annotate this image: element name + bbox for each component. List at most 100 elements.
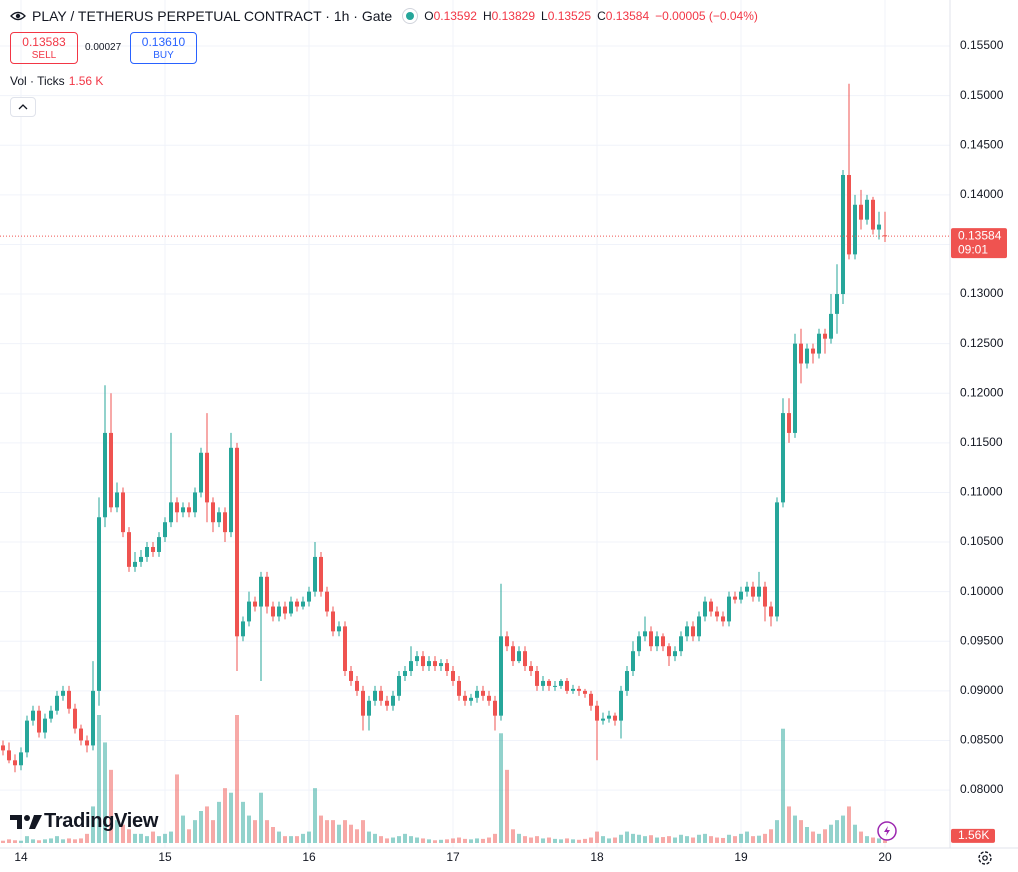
candle-body: [607, 715, 611, 719]
volume-bar: [229, 792, 233, 843]
candle-body: [667, 646, 671, 657]
volume-bar: [835, 820, 839, 843]
volume-bar: [145, 836, 149, 843]
candle-body: [577, 688, 581, 691]
volume-bar: [613, 837, 617, 843]
y-tick-label: 0.09000: [960, 683, 1004, 697]
indicator-legend[interactable]: Vol · Ticks 1.56 K: [10, 74, 103, 88]
volume-bar: [307, 831, 311, 843]
ohlc-value: 0.13525: [547, 9, 592, 23]
candle-body: [631, 651, 635, 672]
candle-body: [337, 626, 341, 632]
candle-body: [535, 671, 539, 686]
candle-body: [481, 690, 485, 696]
candle-body: [499, 636, 503, 716]
volume-bar: [583, 838, 587, 843]
volume-bar: [421, 838, 425, 843]
volume-bar: [655, 837, 659, 843]
branding[interactable]: TradingView: [10, 810, 158, 833]
volume-bar: [553, 838, 557, 843]
candle-body: [469, 697, 473, 701]
ohlc-key: H: [482, 9, 492, 23]
buy-price: 0.13610: [141, 35, 186, 49]
volume-bar: [559, 839, 563, 843]
candle-body: [379, 690, 383, 701]
candle-body: [307, 591, 311, 602]
candle-body: [757, 586, 761, 597]
market-status[interactable]: [402, 8, 419, 24]
candle-body: [859, 204, 863, 220]
x-tick-label: 16: [302, 850, 316, 864]
candle-body: [199, 452, 203, 493]
candle-body: [733, 596, 737, 600]
ohlc-value: 0.13592: [433, 9, 477, 23]
ohlc-key: L: [541, 9, 548, 23]
collapse-button[interactable]: [10, 97, 36, 117]
volume-bar: [283, 836, 287, 843]
candle-body: [103, 432, 107, 518]
x-tick-label: 19: [734, 850, 748, 864]
x-tick-label: 15: [158, 850, 172, 864]
candle-body: [361, 690, 365, 716]
candle-body: [193, 492, 197, 513]
volume-bar: [157, 836, 161, 843]
volume-bar: [169, 831, 173, 843]
y-tick-label: 0.09500: [960, 633, 1004, 647]
candle-body: [181, 507, 185, 513]
candle-body: [145, 547, 149, 557]
volume-bar: [541, 838, 545, 843]
candle-body: [811, 348, 815, 354]
candle-body: [325, 591, 329, 612]
volume-bar: [463, 838, 467, 843]
volume-bar: [265, 820, 269, 843]
candle-body: [109, 432, 113, 508]
volume-bar: [259, 792, 263, 843]
candle-body: [427, 661, 431, 667]
candle-body: [355, 680, 359, 691]
volume-bar: [385, 838, 389, 843]
symbol-title[interactable]: PLAY / TETHERUS PERPETUAL CONTRACT · 1h …: [32, 8, 393, 24]
volume-bar: [829, 824, 833, 843]
volume-bar: [373, 833, 377, 843]
candle-body: [793, 343, 797, 433]
candle-body: [1, 745, 5, 751]
settings-button[interactable]: [978, 851, 992, 865]
volume-bar: [241, 801, 245, 843]
candle-body: [601, 718, 605, 721]
volume-bar: [763, 833, 767, 843]
y-tick-label: 0.13000: [960, 286, 1004, 300]
volume-bar: [19, 840, 23, 843]
candle-body: [571, 688, 575, 691]
volume-bar: [181, 815, 185, 843]
volume-bar: [511, 829, 515, 843]
candle-body: [853, 204, 857, 255]
eye-icon[interactable]: [10, 10, 26, 22]
volume-bar: [565, 838, 569, 843]
candle-body: [745, 586, 749, 592]
x-tick-label: 20: [878, 850, 892, 864]
ohlc-values: O0.13592 H0.13829 L0.13525 C0.13584 −0.0…: [424, 9, 758, 23]
volume-bar: [319, 815, 323, 843]
volume-bar: [187, 829, 191, 843]
volume-bar: [757, 835, 761, 843]
indicator-value: 1.56 K: [68, 74, 104, 88]
candle-body: [547, 680, 551, 686]
buy-button[interactable]: 0.13610 BUY: [130, 32, 197, 64]
volume-bar: [697, 834, 701, 843]
volume-bar: [739, 833, 743, 843]
volume-bar: [577, 839, 581, 843]
candle-body: [529, 666, 533, 672]
volume-bar: [859, 831, 863, 843]
y-tick-label: 0.14500: [960, 137, 1004, 151]
y-tick-label: 0.14000: [960, 187, 1004, 201]
volume-bar: [589, 837, 593, 843]
volume-bar: [91, 806, 95, 843]
volume-bar: [97, 715, 101, 843]
lightning-button[interactable]: [877, 821, 897, 841]
sell-button[interactable]: 0.13583 SELL: [10, 32, 78, 64]
candle-body: [523, 651, 527, 667]
candle-body: [451, 671, 455, 681]
volume-bar: [547, 837, 551, 843]
volume-bar: [61, 839, 65, 843]
